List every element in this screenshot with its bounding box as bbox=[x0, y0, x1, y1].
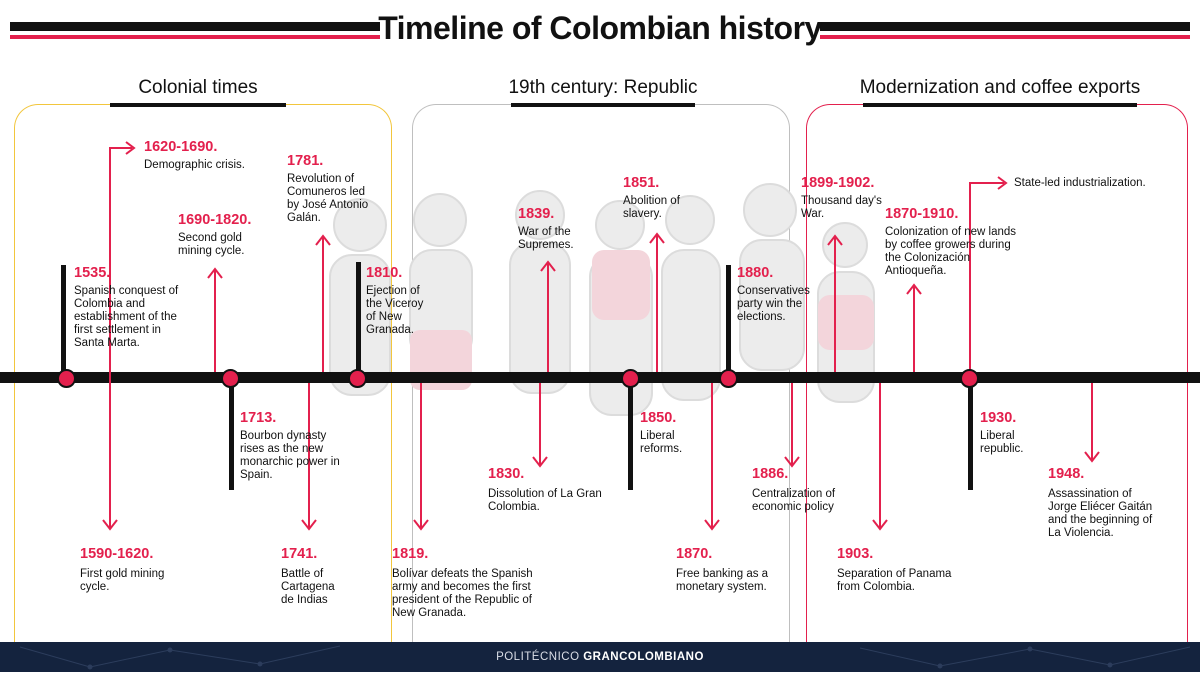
event-text: Centralization of economic policy bbox=[752, 488, 836, 513]
tick-1930 bbox=[968, 378, 973, 490]
event-text: Demographic crisis. bbox=[144, 159, 245, 171]
tick-1880 bbox=[726, 265, 731, 378]
event-year: 1948. bbox=[1048, 466, 1085, 482]
event-year: 1810. bbox=[366, 265, 403, 281]
event-1870: 1870. Free banking as a monetary system. bbox=[676, 546, 776, 594]
event-year: 1830. bbox=[488, 466, 525, 482]
dot-1880 bbox=[719, 369, 738, 388]
event-year: 1870-1910. bbox=[885, 206, 959, 222]
event-text: Thousand day's War. bbox=[801, 195, 882, 220]
timeline-axis bbox=[0, 372, 1200, 383]
event-year: 1886. bbox=[752, 466, 789, 482]
header-bar-left bbox=[10, 22, 380, 31]
event-year: 1930. bbox=[980, 410, 1017, 426]
event-text: Second gold mining cycle. bbox=[178, 232, 245, 257]
event-text: Separation of Panama from Colombia. bbox=[837, 568, 952, 593]
event-text: Bourbon dynasty rises as the new monarch… bbox=[240, 430, 340, 481]
event-year: 1839. bbox=[518, 206, 555, 222]
event-text: Revolution of Comuneros led by José Anto… bbox=[287, 173, 369, 224]
arrow-industrialization bbox=[969, 182, 1004, 372]
tick-1713 bbox=[229, 378, 234, 490]
dot-1930 bbox=[960, 369, 979, 388]
event-1886: 1886. Centralization of economic policy bbox=[752, 466, 852, 514]
event-1870-1910: 1870-1910. Colonization of new lands by … bbox=[885, 206, 1020, 278]
event-1741: 1741. Battle of Cartagena de Indias bbox=[281, 546, 341, 607]
event-1690-1820: 1690-1820. Second gold mining cycle. bbox=[178, 212, 258, 258]
tick-1810 bbox=[356, 262, 361, 378]
event-1819: 1819. Bolívar defeats the Spanish army a… bbox=[392, 546, 552, 620]
event-text: Conservatives party win the elections. bbox=[737, 285, 810, 323]
era-underline-republic bbox=[511, 103, 695, 107]
event-year: 1903. bbox=[837, 546, 874, 562]
tick-1535 bbox=[61, 265, 66, 378]
dot-1850 bbox=[621, 369, 640, 388]
footer-brand-left: POLITÉCNICO bbox=[496, 651, 584, 663]
event-year: 1690-1820. bbox=[178, 212, 252, 228]
footer-brand: POLITÉCNICO GRANCOLOMBIANO bbox=[0, 651, 1200, 663]
event-1830: 1830. Dissolution of La Gran Colombia. bbox=[488, 466, 613, 514]
event-1948: 1948. Assassination of Jorge Eliécer Gai… bbox=[1048, 466, 1163, 540]
event-text: Bolívar defeats the Spanish army and bec… bbox=[392, 568, 533, 619]
event-text: War of the Supremes. bbox=[518, 226, 574, 251]
event-text: First gold mining cycle. bbox=[80, 568, 165, 593]
header-bar-right bbox=[820, 22, 1190, 31]
event-1851: 1851. Abolition of slavery. bbox=[623, 175, 693, 221]
event-text: Dissolution of La Gran Colombia. bbox=[488, 488, 602, 513]
era-title-modernization: Modernization and coffee exports bbox=[859, 77, 1141, 98]
tick-1850 bbox=[628, 378, 633, 490]
event-year: 1870. bbox=[676, 546, 713, 562]
event-year: 1851. bbox=[623, 175, 660, 191]
event-text: Battle of Cartagena de Indias bbox=[281, 568, 335, 606]
event-text: Assassination of Jorge Eliécer Gaitán an… bbox=[1048, 488, 1153, 539]
era-underline-modernization bbox=[863, 103, 1137, 107]
event-text: Liberal republic. bbox=[980, 430, 1024, 455]
event-1899-1902: 1899-1902. Thousand day's War. bbox=[801, 175, 891, 221]
event-1535: 1535. Spanish conquest of Colombia and e… bbox=[74, 265, 189, 350]
era-title-colonial: Colonial times bbox=[138, 77, 258, 98]
event-1880: 1880. Conservatives party win the electi… bbox=[737, 265, 817, 324]
event-1713: 1713. Bourbon dynasty rises as the new m… bbox=[240, 410, 340, 482]
event-year: 1741. bbox=[281, 546, 318, 562]
header-stripe-left bbox=[10, 35, 380, 39]
event-text: Free banking as a monetary system. bbox=[676, 568, 769, 593]
event-industrialization: State-led industrialization. bbox=[1014, 177, 1174, 190]
event-1810: 1810. Ejection of the Viceroy of New Gra… bbox=[366, 265, 430, 337]
arrow-1620-1690 bbox=[109, 147, 132, 378]
event-1620-1690: 1620-1690. Demographic crisis. bbox=[144, 139, 284, 172]
event-text: Abolition of slavery. bbox=[623, 195, 680, 220]
event-year: 1535. bbox=[74, 265, 111, 281]
event-1781: 1781. Revolution of Comuneros led by Jos… bbox=[287, 153, 375, 225]
event-1903: 1903. Separation of Panama from Colombia… bbox=[837, 546, 962, 594]
era-underline-colonial bbox=[110, 103, 286, 107]
event-1839: 1839. War of the Supremes. bbox=[518, 206, 588, 252]
event-year: 1850. bbox=[640, 410, 677, 426]
event-text: State-led industrialization. bbox=[1014, 177, 1146, 189]
footer-brand-right: GRANCOLOMBIANO bbox=[583, 651, 704, 663]
event-text: Liberal reforms. bbox=[640, 430, 683, 455]
people-illustration bbox=[329, 183, 875, 416]
header-stripe-right bbox=[820, 35, 1190, 39]
event-year: 1781. bbox=[287, 153, 324, 169]
era-title-republic: 19th century: Republic bbox=[508, 77, 698, 98]
event-year: 1620-1690. bbox=[144, 139, 218, 155]
event-year: 1590-1620. bbox=[80, 546, 154, 562]
event-year: 1713. bbox=[240, 410, 277, 426]
dot-1713 bbox=[221, 369, 240, 388]
event-text: Spanish conquest of Colombia and establi… bbox=[74, 285, 179, 349]
footer-bar bbox=[0, 642, 1200, 672]
event-year: 1880. bbox=[737, 265, 774, 281]
footer-network-pattern bbox=[19, 645, 1191, 670]
event-1850: 1850. Liberal reforms. bbox=[640, 410, 700, 456]
event-text: Colonization of new lands by coffee grow… bbox=[885, 226, 1017, 277]
event-year: 1819. bbox=[392, 546, 429, 562]
page-title: Timeline of Colombian history bbox=[378, 10, 822, 46]
dot-1535 bbox=[57, 369, 76, 388]
event-1590-1620: 1590-1620. First gold mining cycle. bbox=[80, 546, 170, 594]
event-1930: 1930. Liberal republic. bbox=[980, 410, 1040, 456]
event-text: Ejection of the Viceroy of New Granada. bbox=[366, 285, 424, 336]
dot-1810 bbox=[348, 369, 367, 388]
event-year: 1899-1902. bbox=[801, 175, 875, 191]
